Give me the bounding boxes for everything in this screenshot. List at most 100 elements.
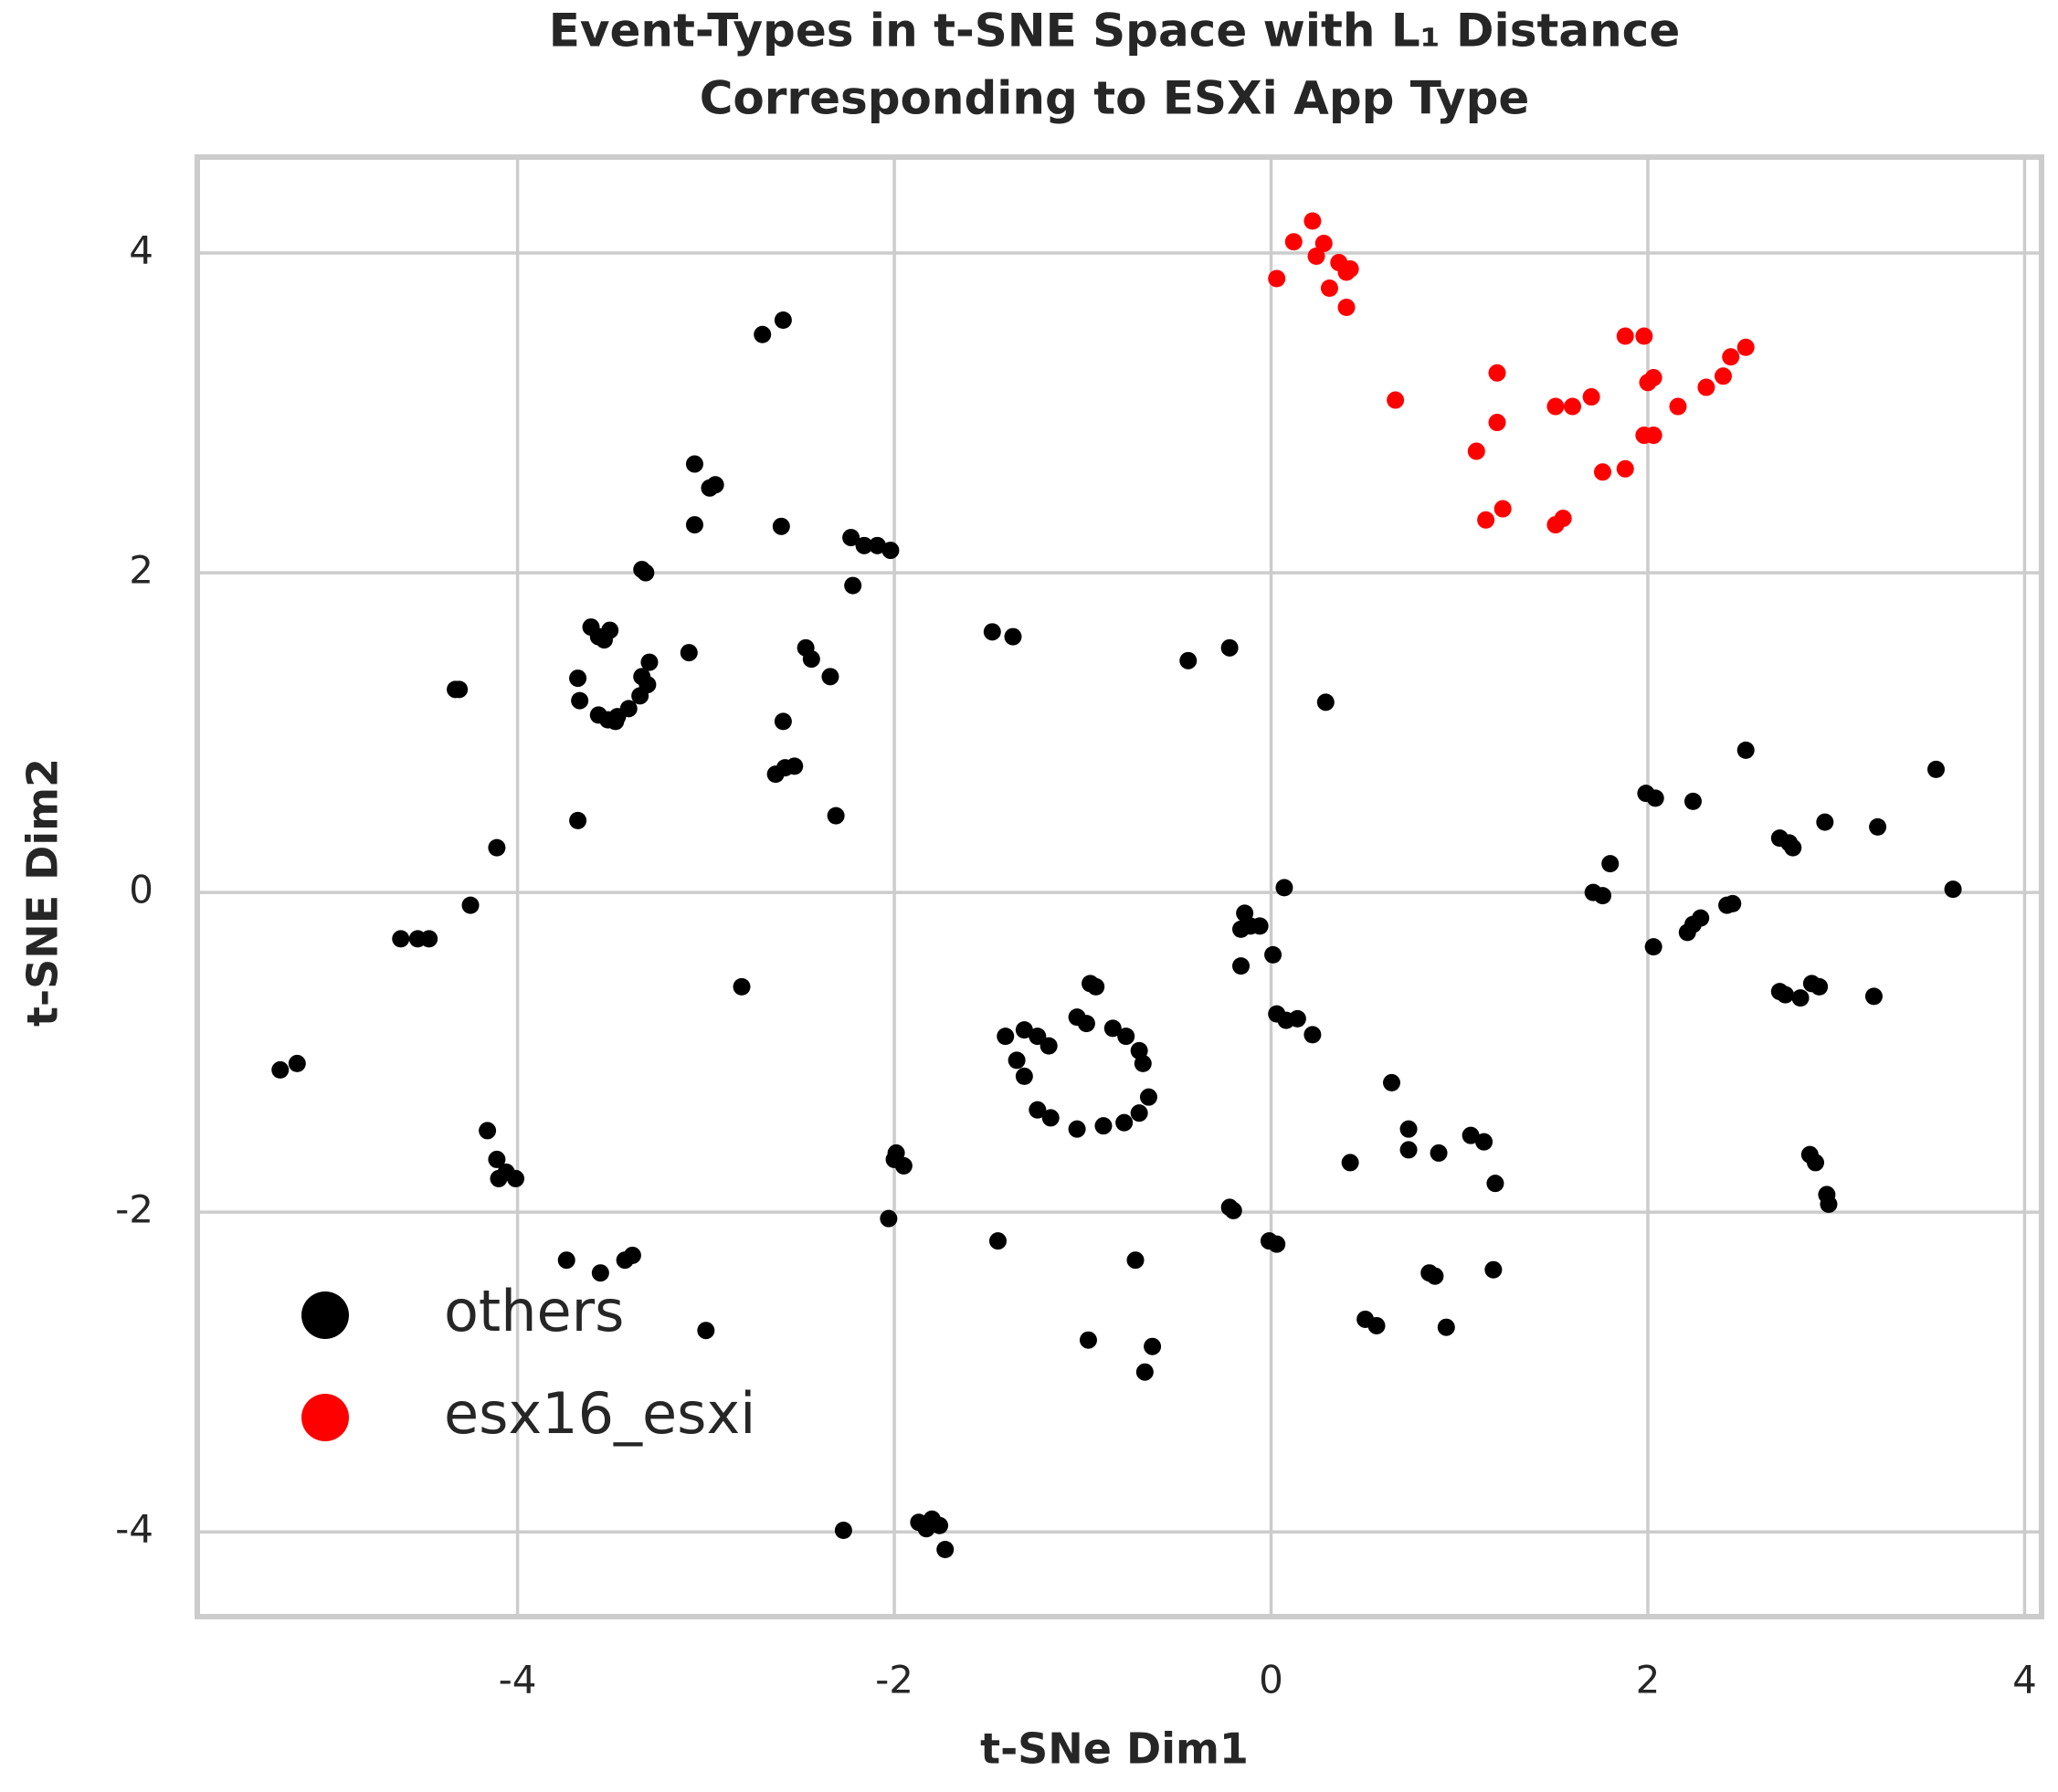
data-point	[1791, 989, 1810, 1007]
data-point	[834, 1521, 852, 1539]
data-point	[1316, 693, 1335, 712]
data-point	[1462, 1126, 1480, 1144]
data-point	[1399, 1141, 1418, 1159]
data-point	[1040, 1037, 1058, 1055]
data-point	[392, 930, 410, 948]
data-point	[1437, 1318, 1455, 1336]
data-point	[1714, 367, 1732, 385]
data-point	[1041, 1109, 1060, 1127]
data-point	[1563, 397, 1581, 416]
data-point	[1115, 1113, 1134, 1132]
data-point	[1264, 945, 1282, 964]
legend-marker	[301, 1394, 349, 1441]
data-point	[1816, 813, 1834, 831]
data-point	[591, 1264, 609, 1282]
data-point	[1303, 1026, 1322, 1044]
data-point	[571, 691, 589, 710]
data-point	[569, 669, 587, 688]
data-point	[1068, 1120, 1086, 1138]
data-point	[685, 455, 703, 473]
data-point	[1810, 977, 1829, 996]
x-tick-label: 2	[1636, 1658, 1661, 1702]
data-point	[1593, 887, 1611, 905]
data-point	[1554, 510, 1572, 528]
y-tick-label: -2	[115, 1187, 153, 1232]
data-point	[1077, 1015, 1095, 1033]
data-point	[490, 1169, 508, 1187]
data-point	[1232, 920, 1251, 938]
data-point	[880, 1209, 898, 1228]
legend-label: esx16_esxi	[444, 1380, 755, 1447]
chart-subtitle: Corresponding to ESXi App Type	[700, 72, 1530, 125]
data-point	[1692, 909, 1710, 927]
data-point	[855, 536, 873, 554]
data-point	[1224, 1201, 1242, 1219]
data-point	[680, 644, 698, 662]
data-point	[1284, 233, 1303, 251]
data-point	[685, 516, 703, 534]
y-tick-label: -4	[115, 1507, 153, 1552]
data-point	[1130, 1104, 1148, 1123]
data-point	[772, 517, 790, 535]
chart-title: Event-Types in t-SNE Space with L₁ Dista…	[549, 5, 1681, 58]
data-point	[1722, 348, 1740, 366]
data-point	[1944, 880, 1962, 899]
data-point	[1635, 327, 1653, 345]
data-point	[479, 1122, 497, 1140]
data-point	[1029, 1028, 1047, 1046]
data-point	[1644, 427, 1662, 445]
data-point	[1724, 894, 1742, 912]
data-point	[997, 1028, 1015, 1046]
data-point	[1179, 651, 1198, 669]
data-point	[1736, 741, 1755, 759]
data-point	[637, 564, 655, 582]
data-point	[288, 1054, 306, 1072]
data-point	[1275, 879, 1293, 897]
data-point	[607, 712, 625, 731]
data-point	[936, 1540, 955, 1558]
x-tick-label: -2	[875, 1658, 913, 1702]
data-point	[1927, 760, 1946, 778]
data-point	[1426, 1267, 1444, 1285]
data-point	[1475, 1133, 1493, 1151]
x-tick-label: 0	[1259, 1658, 1283, 1702]
data-point	[1864, 987, 1883, 1006]
data-point	[1484, 1260, 1503, 1279]
data-point	[1082, 975, 1100, 993]
data-point	[640, 653, 659, 671]
data-point	[1616, 327, 1634, 345]
data-point	[1582, 388, 1600, 406]
data-point	[754, 325, 772, 343]
data-point	[1103, 1019, 1122, 1038]
data-point	[569, 811, 587, 829]
plot-frame	[195, 154, 2044, 1619]
data-point	[1144, 1337, 1162, 1355]
plot-background	[197, 157, 2042, 1617]
data-point	[1367, 1316, 1386, 1334]
x-tick-label: -4	[499, 1658, 537, 1702]
data-point	[1341, 260, 1359, 279]
data-point	[1232, 957, 1251, 975]
data-point	[1644, 369, 1662, 387]
data-point	[1486, 1175, 1504, 1193]
data-point	[885, 1150, 903, 1168]
data-point	[1251, 917, 1269, 935]
data-point	[1869, 817, 1887, 836]
data-point	[619, 700, 638, 718]
data-point	[1135, 1363, 1154, 1381]
data-point	[1004, 627, 1022, 646]
data-point	[774, 311, 792, 330]
data-point	[601, 621, 619, 639]
data-point	[1303, 212, 1322, 230]
data-point	[697, 1322, 715, 1340]
data-point	[1784, 838, 1802, 857]
data-point	[827, 806, 845, 825]
data-point	[1736, 338, 1755, 356]
data-point	[1015, 1067, 1033, 1085]
data-point	[557, 1251, 575, 1270]
data-point	[842, 529, 860, 547]
data-point	[1467, 442, 1485, 460]
data-point	[1546, 397, 1565, 416]
